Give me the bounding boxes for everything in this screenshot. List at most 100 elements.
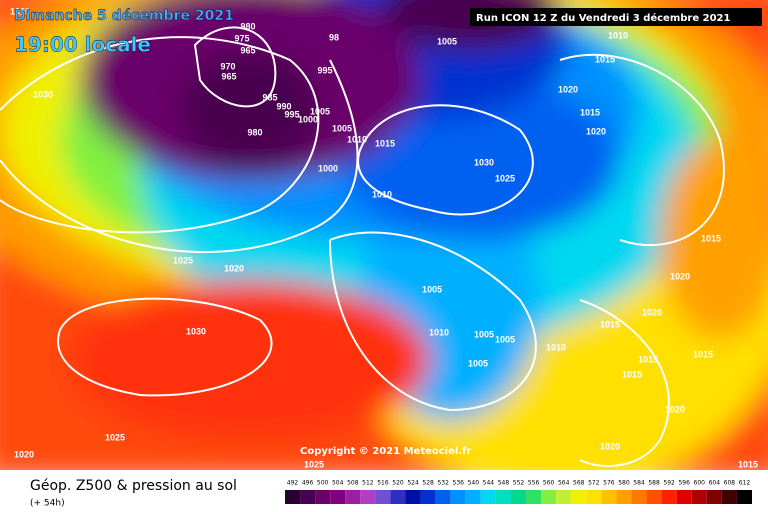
isobar-label: 1000 — [318, 163, 338, 173]
run: Run ICON 12 Z du Vendredi 3 décembre 202… — [476, 12, 730, 24]
colorbar-label: 572 — [588, 480, 600, 487]
colorbar-label: 584 — [633, 480, 645, 487]
isobar-label: 1010 — [546, 342, 566, 352]
colorbar-label: 556 — [528, 480, 540, 487]
isobar-label: 1020 — [670, 271, 690, 281]
isobar-label: 965 — [240, 45, 255, 55]
isobar-label: 1015 — [600, 319, 620, 329]
isobar-label: 980 — [247, 127, 262, 137]
colorbar-label: 588 — [648, 480, 660, 487]
colorbar-label: 536 — [453, 480, 465, 487]
colorbar-cell — [691, 490, 707, 504]
colorbar-label: 576 — [603, 480, 615, 487]
colorbar-cell — [526, 490, 542, 504]
lead-time: (+ 54h) — [30, 499, 65, 509]
isobar-label: 990 — [276, 101, 291, 111]
colorbar-label: 496 — [302, 480, 314, 487]
colorbar-cell — [480, 490, 496, 504]
isobar-label: 1015 — [701, 233, 721, 243]
colorbar-cell — [721, 490, 737, 504]
isobar-label: 1020 — [224, 263, 244, 273]
isobar-label: 1015 — [738, 459, 758, 469]
isobar-label: 1005 — [474, 329, 494, 339]
colorbar-cell — [345, 490, 361, 504]
isobar-label: 1030 — [33, 89, 53, 99]
colorbar-cell — [616, 490, 632, 504]
isobar-label: 1020 — [14, 449, 34, 459]
colorbar-label: 564 — [558, 480, 570, 487]
colorbar-label: 604 — [709, 480, 721, 487]
isobar-label: 995 — [284, 109, 299, 119]
colorbar-cell — [706, 490, 722, 504]
colorbar-label: 596 — [678, 480, 690, 487]
isobar-label: 1025 — [173, 255, 193, 265]
colorbar-label: 532 — [437, 480, 449, 487]
colorbar-label: 528 — [422, 480, 434, 487]
colorbar-cell — [465, 490, 481, 504]
isobar-label: 1020 — [600, 441, 620, 451]
colorbar-cell — [435, 490, 451, 504]
time: 19:00 locale — [14, 33, 151, 57]
colorbar-label: 500 — [317, 480, 329, 487]
isobar-label: 1015 — [10, 6, 30, 16]
isobar-label: 970 — [220, 61, 235, 71]
colorbar-cell — [360, 490, 376, 504]
isobar-label: 1025 — [495, 173, 515, 183]
isobar-label: 1010 — [347, 134, 367, 144]
colorbar-label: 568 — [573, 480, 585, 487]
colorbar-label: 600 — [694, 480, 706, 487]
colorbar-label: 492 — [287, 480, 299, 487]
header: Dimanche 5 décembre 2021 19:00 locale Ru… — [14, 8, 762, 57]
isobar-label: 1020 — [586, 126, 606, 136]
colorbar-cell — [541, 490, 557, 504]
colorbar-cell — [556, 490, 572, 504]
colorbar-label: 512 — [362, 480, 374, 487]
isobar-label: 1020 — [642, 307, 662, 317]
isobar-label: 975 — [234, 33, 249, 43]
isobar-label: 1010 — [608, 30, 628, 40]
colorbar-cell — [586, 490, 602, 504]
colorbar-cell — [315, 490, 331, 504]
colorbar-label: 548 — [498, 480, 510, 487]
isobar-label: 1020 — [665, 404, 685, 414]
isobar-label: 98 — [329, 32, 339, 42]
colorbar-cell — [285, 490, 301, 504]
colorbar-label: 504 — [332, 480, 344, 487]
isobar-label: 995 — [317, 65, 332, 75]
colorbar-cell — [601, 490, 617, 504]
colorbar-cell — [571, 490, 587, 504]
legend-title: Géop. Z500 & pression au sol — [30, 478, 237, 494]
colorbar-cell — [736, 490, 752, 504]
colorbar-cell — [661, 490, 677, 504]
date: Dimanche 5 décembre 2021 — [14, 8, 234, 24]
isobar-label: 1015 — [693, 349, 713, 359]
isobar-label: 1015 — [375, 138, 395, 148]
isobar-label: 1015 — [580, 107, 600, 117]
isobar-label: 1005 — [495, 334, 515, 344]
isobar-label: 1005 — [332, 123, 352, 133]
colorbar-label: 516 — [377, 480, 389, 487]
isobar-label: 1030 — [474, 157, 494, 167]
colorbar-cell — [631, 490, 647, 504]
isobar-label: 1015 — [622, 369, 642, 379]
z500-field — [0, 0, 768, 490]
isobar-label: 1030 — [186, 326, 206, 336]
colorbar-label: 524 — [407, 480, 419, 487]
isobar-label: 1000 — [298, 114, 318, 124]
isobar-label: 1020 — [558, 84, 578, 94]
colorbar-cell — [495, 490, 511, 504]
colorbar-label: 612 — [739, 480, 751, 487]
isobar-label: 1005 — [310, 106, 330, 116]
colorbar-label: 560 — [543, 480, 555, 487]
isobar-label: 980 — [240, 21, 255, 31]
isobar-label: 1015 — [638, 354, 658, 364]
isobar-label: 1005 — [422, 284, 442, 294]
colorbar-cell — [405, 490, 421, 504]
isobars — [0, 26, 725, 467]
run-box — [470, 8, 762, 26]
colorbar-cell — [676, 490, 692, 504]
colorbar-cell — [450, 490, 466, 504]
isobar-label: 965 — [221, 71, 236, 81]
colorbar-label: 552 — [513, 480, 525, 487]
